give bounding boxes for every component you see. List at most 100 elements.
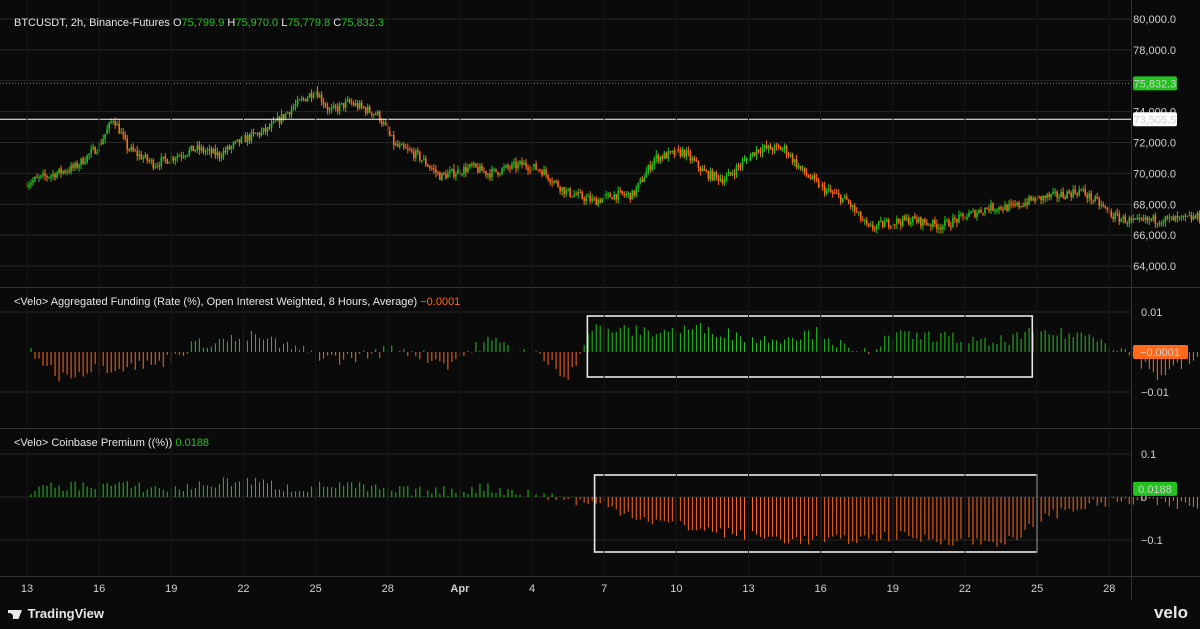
candle-body — [374, 113, 377, 115]
candle-body — [701, 168, 704, 172]
candle-body — [108, 122, 110, 129]
candle-body — [956, 219, 958, 223]
candle-body — [607, 193, 610, 195]
candle-body — [641, 179, 644, 182]
candle-body — [437, 172, 439, 174]
candle-body — [851, 205, 854, 208]
candle-body — [260, 131, 263, 136]
candle-body — [723, 180, 726, 184]
candle-body — [1010, 203, 1012, 205]
candle-body — [1114, 213, 1117, 219]
premium-legend: <Velo> Coinbase Premium ((%)) 0.0188 — [14, 437, 209, 449]
candle-body — [56, 172, 58, 178]
candle-body — [212, 148, 215, 154]
candle-body — [1000, 206, 1002, 210]
candle-body — [503, 167, 505, 169]
candle-body — [226, 146, 229, 152]
candle-body — [781, 148, 784, 151]
candle-body — [74, 163, 76, 168]
candle-body — [924, 219, 926, 223]
candle-body — [38, 177, 40, 179]
candle-body — [713, 172, 716, 180]
candle-body — [1046, 194, 1048, 199]
candle-body — [232, 142, 235, 147]
candle-body — [972, 210, 974, 212]
funding-highlight-box[interactable] — [586, 315, 1034, 378]
candle-body — [278, 116, 281, 124]
candle-body — [859, 211, 862, 220]
candle-body — [916, 218, 918, 223]
candle-body — [709, 170, 712, 179]
candle-body — [631, 190, 634, 200]
candle-body — [1094, 196, 1097, 201]
candle-body — [627, 192, 630, 195]
candle-body — [1164, 216, 1167, 223]
candle-body — [1188, 215, 1191, 217]
funding-title: <Velo> Aggregated Funding (Rate (%), Ope… — [14, 296, 418, 308]
candle-body — [807, 175, 810, 178]
candle-body — [597, 199, 599, 206]
candle-body — [653, 158, 656, 165]
candle-body — [575, 194, 577, 196]
candle-body — [649, 165, 652, 170]
candle-body — [898, 218, 900, 223]
candle-body — [1072, 189, 1074, 197]
candle-body — [326, 106, 329, 111]
candle-body — [1162, 222, 1165, 224]
candle-body — [817, 180, 820, 188]
candle-body — [378, 111, 381, 122]
candle-body — [84, 162, 86, 164]
candle-body — [875, 225, 878, 230]
time-tick-label: 19 — [887, 583, 899, 595]
candle-body — [665, 152, 668, 159]
time-tick-label: 16 — [815, 583, 827, 595]
premium-tick-label: −0.1 — [1141, 535, 1163, 547]
candle-body — [900, 222, 902, 226]
candle-body — [519, 161, 521, 164]
candle-body — [765, 145, 768, 149]
time-tick-label: 22 — [959, 583, 971, 595]
candle-body — [976, 213, 978, 218]
candle-body — [837, 193, 840, 196]
candle-body — [1008, 203, 1010, 211]
candle-body — [647, 165, 650, 172]
candle-body — [565, 190, 567, 195]
candle-body — [739, 166, 742, 168]
candle-body — [411, 150, 413, 152]
candle-body — [78, 165, 80, 168]
candle-body — [681, 149, 684, 157]
candle-body — [657, 154, 660, 162]
candle-body — [1068, 191, 1070, 193]
candle-body — [633, 190, 636, 196]
candle-body — [441, 172, 443, 180]
candle-body — [735, 166, 738, 175]
candle-body — [1180, 216, 1183, 218]
candle-body — [867, 223, 870, 226]
time-tick-label: 25 — [1031, 583, 1043, 595]
tradingview-logo[interactable]: TradingView — [8, 606, 104, 621]
candle-body — [873, 229, 876, 231]
candle-body — [1054, 191, 1056, 193]
candle-body — [455, 174, 457, 177]
candle-body — [719, 179, 722, 181]
candle-body — [100, 143, 102, 145]
candle-body — [1106, 207, 1109, 210]
candle-body — [906, 217, 908, 220]
candle-body — [1004, 204, 1006, 211]
time-tick-label: 22 — [237, 583, 249, 595]
candle-body — [370, 112, 373, 116]
candle-body — [511, 163, 513, 169]
candle-body — [1102, 204, 1105, 206]
candle-body — [1122, 216, 1125, 220]
candle-body — [435, 169, 437, 173]
candle-body — [1028, 196, 1030, 205]
candle-body — [663, 152, 666, 159]
candle-body — [609, 193, 612, 198]
candle-body — [815, 178, 818, 181]
candle-body — [262, 127, 265, 132]
funding-last-tag — [1133, 345, 1188, 359]
candle-body — [264, 127, 267, 132]
candle-body — [429, 166, 431, 168]
candle-body — [831, 191, 834, 193]
